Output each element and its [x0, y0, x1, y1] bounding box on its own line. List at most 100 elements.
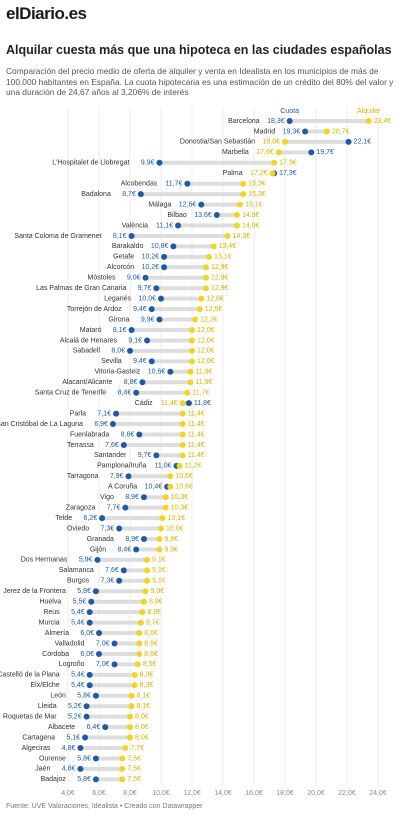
value-label: 5,4€: [71, 672, 85, 679]
dot: [136, 640, 143, 647]
value-label: 8,1€: [113, 327, 127, 334]
category-label: Córdoba: [42, 651, 69, 658]
value-label: 9,4€: [133, 306, 147, 313]
dot: [198, 201, 205, 208]
legend-label: Cuota: [280, 108, 299, 115]
category-label: Alacant/Alicante: [62, 379, 112, 386]
dot: [137, 619, 144, 626]
value-label: 10,6€: [175, 484, 193, 491]
value-label: 7,6€: [105, 442, 119, 449]
value-label: 12,9€: [211, 264, 229, 271]
category-label: Logroño: [59, 661, 85, 668]
value-label: 7,7€: [107, 504, 121, 511]
category-label: Jerez de la Frontera: [3, 588, 66, 595]
value-label: 6,0€: [80, 630, 94, 637]
dot: [127, 724, 133, 731]
dot: [119, 755, 126, 762]
dot: [111, 640, 118, 647]
value-label: 6,0€: [80, 651, 94, 658]
value-label: 10,0€: [138, 295, 156, 302]
dot: [144, 567, 151, 574]
category-label: Valladolid: [55, 640, 85, 647]
value-label: 9,9€: [141, 316, 155, 323]
category-label: Madrid: [254, 128, 276, 135]
x-tick-label: 22,0€: [338, 790, 356, 797]
dot: [142, 588, 149, 595]
value-label: 12,0€: [197, 327, 215, 334]
category-label: Almería: [45, 630, 69, 637]
dot: [83, 713, 90, 720]
value-label: 8,1€: [113, 233, 127, 240]
dot: [128, 692, 135, 699]
dot: [162, 494, 169, 501]
category-label: Las Palmas de Gran Canaria: [36, 285, 126, 292]
dot: [113, 410, 120, 417]
dot: [179, 400, 186, 407]
category-label: Vigo: [100, 494, 114, 501]
dot: [240, 180, 247, 187]
dot: [136, 650, 143, 657]
value-label: 5,8€: [77, 588, 91, 595]
dot: [175, 222, 182, 229]
dot: [144, 577, 151, 584]
value-label: 6,2€: [83, 515, 97, 522]
category-label: Dos Hermanas: [21, 557, 68, 564]
dot: [202, 274, 209, 281]
dot: [179, 431, 186, 438]
value-label: 5,8€: [77, 693, 91, 700]
category-label: Bilbao: [167, 212, 187, 219]
value-label: 8,9€: [149, 599, 163, 606]
value-label: 5,4€: [71, 619, 85, 626]
value-label: 7,9€: [110, 473, 124, 480]
dot: [308, 149, 315, 156]
dot: [139, 609, 146, 616]
dot: [133, 546, 140, 553]
value-label: 12,2€: [200, 316, 218, 323]
value-label: 14,3€: [233, 233, 251, 240]
dot: [156, 546, 163, 553]
value-label: 12,0€: [197, 358, 215, 365]
dot: [86, 671, 93, 678]
value-label: 12,6€: [206, 295, 224, 302]
dot: [134, 661, 141, 668]
value-label: 9,4€: [133, 358, 147, 365]
category-label: Roquetas de Mar: [3, 713, 57, 720]
dot: [187, 379, 194, 386]
value-label: 6,9€: [94, 421, 108, 428]
dot: [148, 358, 155, 365]
category-label: Santa Coloma de Gramenet: [14, 233, 101, 240]
category-label: Donostia/San Sebastián: [180, 139, 255, 146]
dot: [167, 368, 174, 375]
value-label: 12,9€: [211, 285, 229, 292]
dot: [99, 515, 106, 522]
dot: [131, 682, 138, 689]
value-label: 10,0€: [166, 525, 184, 532]
dot: [140, 536, 147, 542]
dot: [116, 525, 123, 532]
dot: [282, 138, 288, 145]
value-label: 17,3€: [279, 170, 297, 177]
value-label: 9,9€: [164, 546, 178, 553]
value-label: 15,1€: [245, 201, 263, 208]
dot: [158, 295, 164, 302]
value-label: 8,9€: [125, 536, 139, 543]
category-label: L'Hospitalet de Llobregat: [52, 160, 129, 167]
category-label: Zaragoza: [66, 504, 96, 511]
dot: [127, 713, 133, 720]
dot: [286, 118, 293, 124]
dot: [92, 692, 99, 699]
x-tick-label: 10,0€: [152, 790, 170, 797]
dot: [185, 400, 192, 407]
category-label: Granada: [87, 536, 114, 543]
dot: [116, 577, 123, 584]
category-label: Alcorcón: [107, 264, 134, 271]
dot: [137, 191, 144, 198]
value-label: 5,4€: [71, 609, 85, 616]
logo: elDiario.es: [6, 4, 87, 23]
value-label: 17,6€: [256, 149, 274, 156]
value-label: 11,0€: [155, 463, 172, 470]
dot: [96, 630, 102, 637]
value-label: 10,6€: [148, 369, 166, 376]
value-label: 8,6€: [144, 651, 158, 658]
value-label: 7,6€: [105, 567, 119, 574]
